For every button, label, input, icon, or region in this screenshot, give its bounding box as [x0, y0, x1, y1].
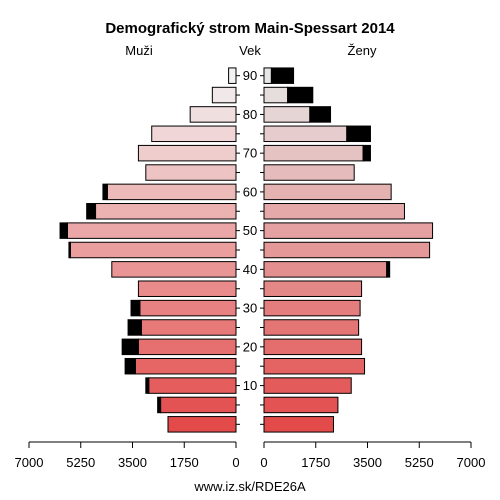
women-surplus-75-79: [346, 125, 371, 143]
men-bar-90+: [228, 67, 237, 84]
men-bar-10-14: [148, 377, 237, 394]
age-tick-label: 50: [243, 223, 257, 238]
women-bar-45-49: [263, 241, 431, 259]
x-tick-label-women: 1750: [301, 455, 330, 470]
women-surplus-90+: [270, 67, 295, 84]
men-surplus-30-34: [130, 299, 141, 317]
women-bar-40-44: [263, 261, 388, 278]
men-bar-35-39: [137, 280, 237, 297]
men-surplus-15-19: [124, 357, 136, 375]
x-tick-label-men: 7000: [15, 455, 44, 470]
age-tick-label: 70: [243, 146, 257, 161]
men-surplus-60-64: [102, 183, 108, 201]
x-axis-men: 7000 5250 3500 1750 0: [15, 441, 240, 470]
men-bar-50-54: [66, 222, 237, 239]
x-tick-label-women: 7000: [457, 455, 486, 470]
women-bar-75-79: [263, 125, 348, 143]
women-bar-10-14: [263, 377, 352, 394]
men-surplus-5-9: [157, 396, 162, 414]
x-tick-label-women: 3500: [353, 455, 382, 470]
men-label: Muži: [125, 43, 153, 58]
women-bar-5-9: [263, 396, 339, 414]
age-tick-label: 90: [243, 68, 257, 83]
age-tick-label: 10: [243, 378, 257, 393]
women-bar-65-69: [263, 164, 355, 181]
age-tick-label: 30: [243, 301, 257, 316]
source-label: www.iz.sk/RDE26A: [193, 479, 306, 494]
women-bar-35-39: [263, 280, 363, 297]
x-tick-label-men: 1750: [170, 455, 199, 470]
men-bar-20-24: [137, 338, 237, 356]
women-bar-90+: [263, 67, 272, 84]
x-tick-label-men: 3500: [118, 455, 147, 470]
women-bar-15-19: [263, 357, 366, 375]
women-bar-55-59: [263, 203, 405, 220]
age-tick-label: 60: [243, 184, 257, 199]
men-surplus-20-24: [121, 338, 139, 356]
age-label: Vek: [239, 43, 261, 58]
age-axis: 10 20 30 40 50 60 70 80 90: [236, 68, 264, 425]
x-tick-label-men: 0: [232, 455, 239, 470]
chart-title: Demografický strom Main-Spessart 2014: [105, 20, 395, 37]
men-bar-60-64: [106, 183, 237, 201]
women-surplus-85-89: [287, 86, 314, 104]
men-bar-15-19: [134, 357, 237, 375]
age-tick-label: 80: [243, 107, 257, 122]
men-bar-85-89: [211, 86, 237, 104]
men-surplus-45-49: [68, 241, 71, 259]
women-bar-85-89: [263, 86, 289, 104]
women-bar-50-54: [263, 222, 434, 239]
women-surplus-80-84: [309, 106, 332, 123]
x-axis-women: 0 1750 3500 5250 7000: [260, 441, 486, 470]
women-bars: [263, 67, 434, 433]
women-bar-0-4: [263, 416, 334, 433]
women-surplus-70-74: [362, 144, 371, 162]
men-bar-75-79: [151, 125, 237, 143]
men-surplus-10-14: [145, 377, 150, 394]
women-bar-70-74: [263, 144, 364, 162]
men-bar-65-69: [145, 164, 237, 181]
women-bar-25-29: [263, 319, 360, 336]
men-bar-5-9: [160, 396, 237, 414]
x-tick-label-women: 0: [260, 455, 267, 470]
men-surplus-55-59: [86, 203, 97, 220]
men-bar-70-74: [137, 144, 237, 162]
men-surplus-25-29: [127, 319, 142, 336]
women-bar-30-34: [263, 299, 361, 317]
men-bars: [59, 67, 237, 433]
x-tick-label-men: 5250: [66, 455, 95, 470]
men-bar-55-59: [95, 203, 237, 220]
age-tick-label: 40: [243, 262, 257, 277]
age-tick-label: 20: [243, 339, 257, 354]
women-label: Ženy: [348, 43, 377, 58]
men-bar-80-84: [189, 106, 237, 123]
women-bar-80-84: [263, 106, 311, 123]
men-bar-0-4: [167, 416, 237, 433]
women-surplus-40-44: [386, 261, 391, 278]
men-bar-25-29: [140, 319, 237, 336]
men-bar-30-34: [139, 299, 237, 317]
women-bar-20-24: [263, 338, 363, 356]
men-bar-40-44: [111, 261, 237, 278]
men-surplus-50-54: [59, 222, 68, 239]
x-tick-label-women: 5250: [405, 455, 434, 470]
women-bar-60-64: [263, 183, 392, 201]
men-bar-45-49: [69, 241, 237, 259]
